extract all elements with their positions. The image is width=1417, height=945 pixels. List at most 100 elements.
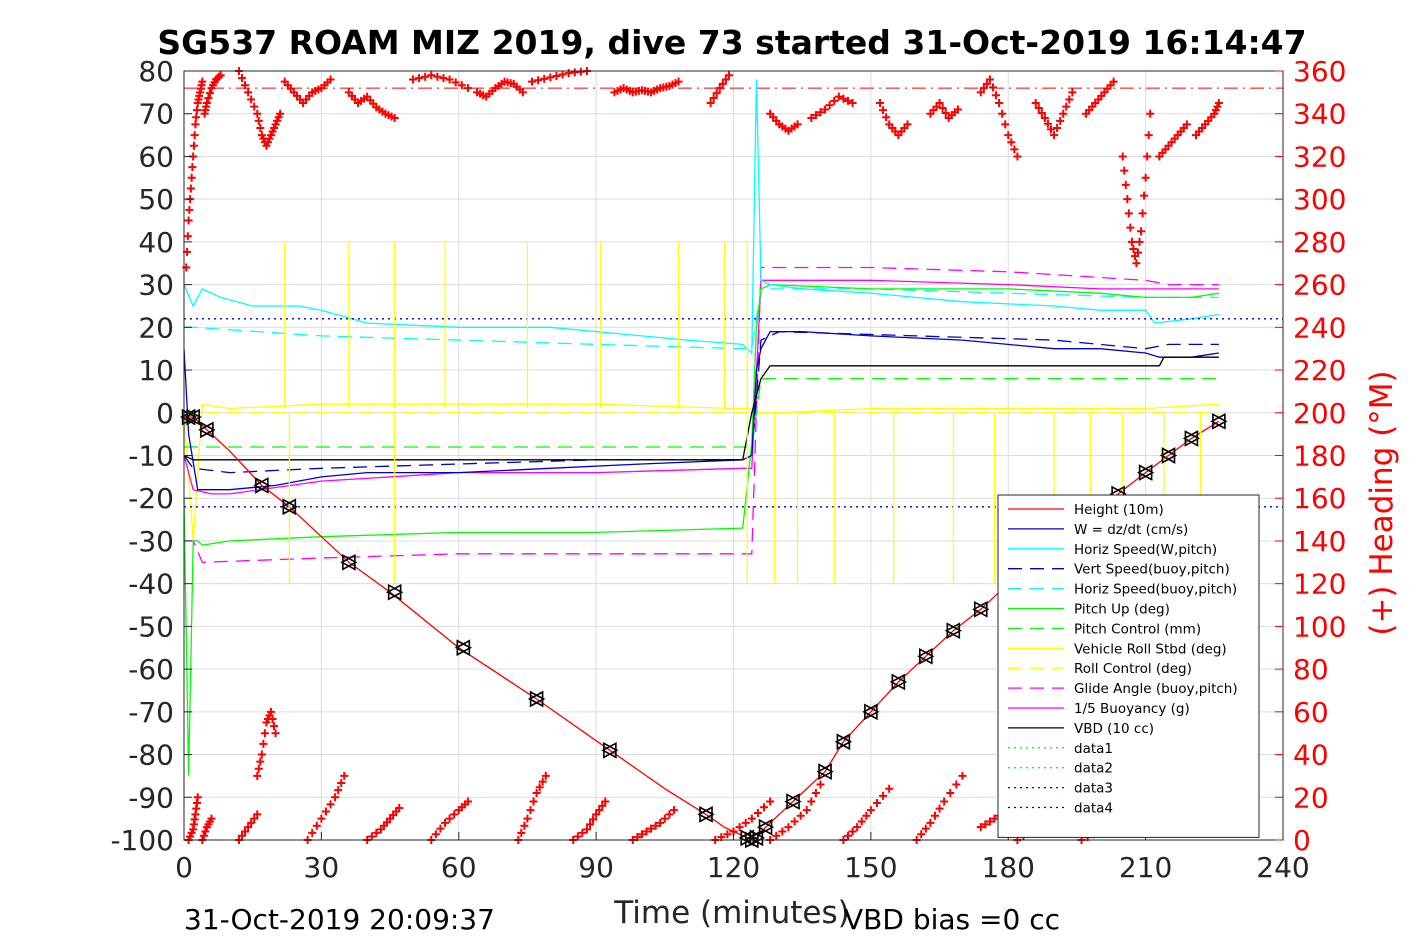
left-tick-label-18: -100: [110, 824, 174, 857]
heading-point-341: [529, 797, 538, 806]
x-tick-label-8: 240: [1256, 851, 1309, 884]
left-tick-label-6: 20: [138, 311, 174, 344]
heading-point-313: [334, 786, 343, 795]
heading-point-3: [184, 216, 193, 225]
heading-point-302: [267, 707, 276, 716]
depth-marker-20: [917, 647, 935, 665]
left-tick-label-5: 30: [138, 269, 174, 302]
heading-point-211: [1043, 119, 1052, 128]
heading-point-196: [982, 79, 991, 88]
heading-point-208: [1034, 104, 1043, 113]
heading-point-291: [250, 814, 259, 823]
heading-point-217: [1062, 102, 1071, 111]
right-tick-label-11: 140: [1293, 525, 1346, 558]
heading-point-317: [367, 832, 376, 841]
left-tick-label-15: -70: [128, 696, 174, 729]
heading-point-362: [656, 818, 665, 827]
heading-point-219: [1068, 88, 1077, 97]
heading-point-95: [445, 75, 454, 84]
heading-point-385: [816, 780, 825, 789]
heading-point-380: [790, 817, 799, 826]
right-tick-label-9: 180: [1293, 440, 1346, 473]
heading-point-218: [1065, 95, 1074, 104]
heading-point-11: [190, 131, 199, 140]
right-tick-label-13: 100: [1293, 610, 1346, 643]
heading-point-153: [724, 71, 733, 80]
heading-point-312: [331, 793, 340, 802]
x-axis-label: Time (minutes): [613, 895, 849, 931]
heading-point-166: [816, 108, 825, 117]
heading-point-116: [534, 76, 543, 85]
heading-point-175: [879, 106, 888, 115]
heading-point-372: [747, 814, 756, 823]
heading-point-25: [202, 99, 211, 108]
heading-point-152: [721, 75, 730, 84]
heading-point-335: [463, 797, 472, 806]
heading-point-164: [807, 113, 816, 122]
heading-point-379: [784, 823, 793, 832]
heading-point-296: [257, 750, 266, 759]
x-tick-label-2: 60: [441, 851, 477, 884]
heading-layer: [182, 67, 1223, 844]
heading-point-328: [436, 824, 445, 833]
heading-point-327: [431, 830, 440, 839]
heading-point-36: [238, 74, 247, 83]
left-tick-label-0: 80: [138, 55, 174, 88]
heading-point-325: [395, 803, 404, 812]
heading-point-97: [457, 81, 466, 90]
right-tick-label-3: 300: [1293, 183, 1346, 216]
heading-point-347: [573, 832, 582, 841]
heading-point-209: [1037, 109, 1046, 118]
heading-point-365: [669, 806, 678, 815]
heading-point-387: [843, 831, 852, 840]
heading-point-248: [1146, 109, 1155, 118]
heading-point-288: [241, 827, 250, 836]
legend-label-9: Glide Angle (buoy,pitch): [1074, 681, 1238, 697]
heading-point-98: [463, 84, 472, 93]
left-axis-ticks: 80 70 60 50 40 30 20 10 0 -10 -20 -30 -40 -50 -60 -70 -8…: [110, 55, 192, 857]
heading-point-12: [191, 120, 200, 129]
heading-point-383: [807, 797, 816, 806]
heading-point-400: [930, 811, 939, 820]
heading-point-201: [998, 109, 1007, 118]
heading-point-165: [811, 111, 820, 120]
x-tick-label-0: 0: [175, 851, 193, 884]
heading-point-285: [207, 814, 216, 823]
left-tick-label-12: -40: [128, 568, 174, 601]
heading-point-340: [526, 806, 535, 815]
heading-point-239: [1132, 259, 1141, 268]
heading-point-304: [270, 722, 279, 731]
heading-point-169: [830, 96, 839, 105]
heading-point-359: [642, 827, 651, 836]
left-tick-label-8: 0: [156, 397, 174, 430]
heading-point-310: [321, 807, 330, 816]
heading-point-202: [1001, 120, 1010, 129]
heading-point-187: [935, 99, 944, 108]
heading-point-398: [921, 824, 930, 833]
heading-point-168: [825, 101, 834, 110]
right-tick-label-15: 60: [1293, 696, 1329, 729]
heading-point-120: [558, 70, 567, 79]
right-tick-label-17: 20: [1293, 781, 1329, 814]
heading-point-33: [215, 72, 224, 81]
heading-point-370: [735, 823, 744, 832]
depth-marker-18: [862, 703, 880, 721]
heading-point-349: [582, 825, 591, 834]
heading-point-242: [1137, 227, 1146, 236]
x-tick-label-6: 180: [982, 851, 1035, 884]
heading-point-401: [935, 804, 944, 813]
left-tick-label-11: -30: [128, 525, 174, 558]
heading-point-193: [953, 105, 962, 114]
legend-label-11: VBD (10 cc): [1074, 721, 1154, 737]
heading-point-308: [312, 821, 321, 830]
heading-point-384: [811, 789, 820, 798]
heading-point-37: [241, 81, 250, 90]
heading-point-215: [1056, 116, 1065, 125]
left-tick-label-1: 70: [138, 98, 174, 131]
heading-point-189: [941, 109, 950, 118]
depth-marker-26: [1136, 464, 1155, 481]
heading-point-188: [938, 104, 947, 113]
right-tick-label-10: 160: [1293, 482, 1346, 515]
heading-point-381: [796, 811, 805, 820]
left-tick-label-2: 60: [138, 140, 174, 173]
